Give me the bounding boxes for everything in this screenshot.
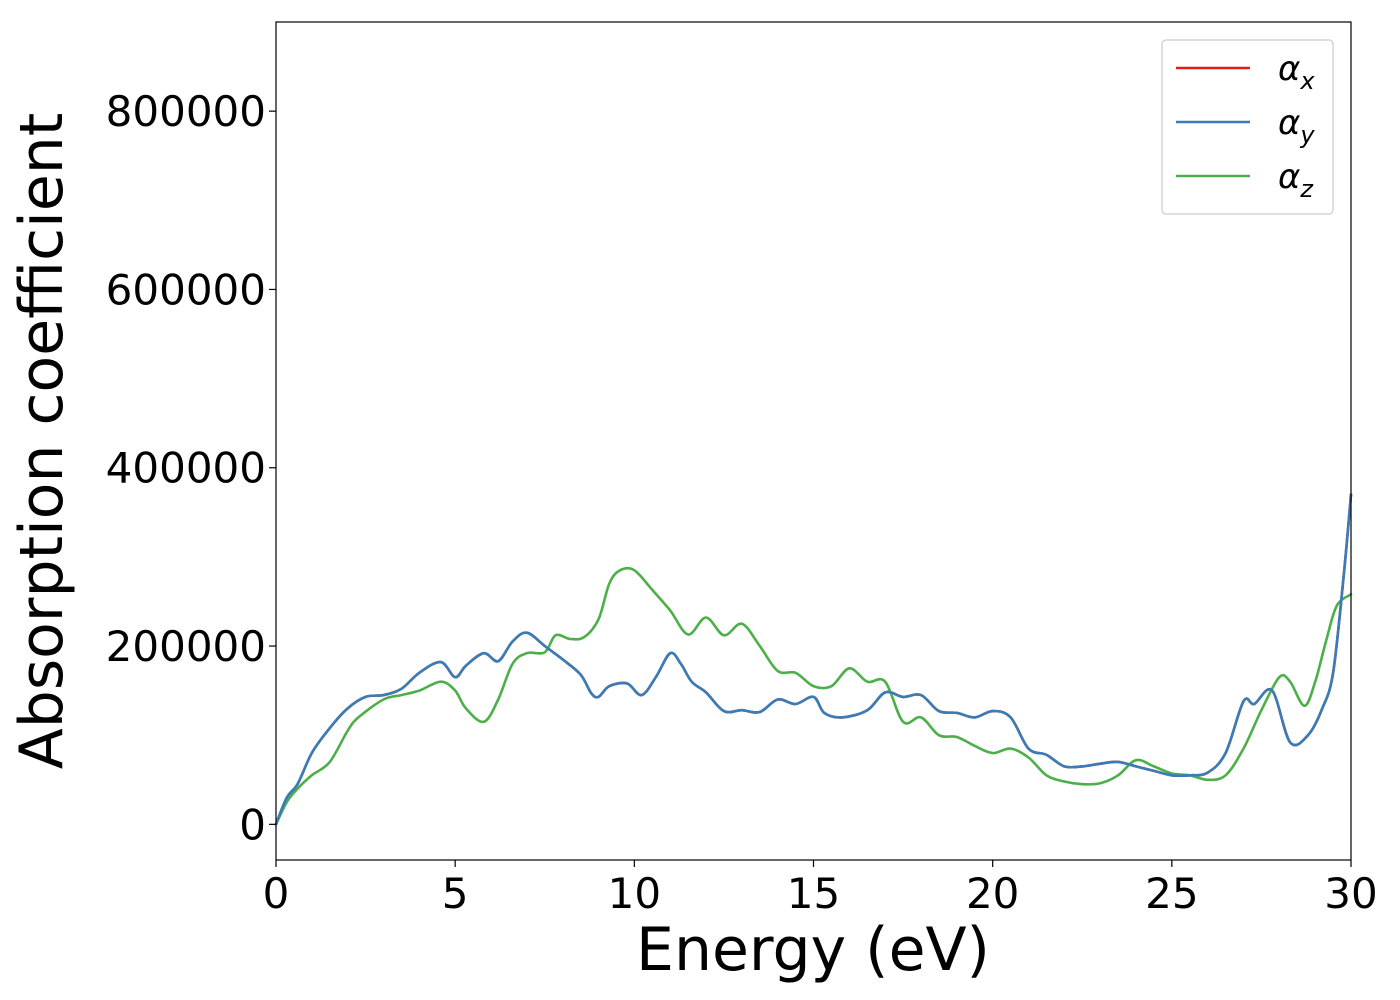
x-axis-label: Energy (eV) — [636, 915, 990, 985]
x-tick-label: 5 — [442, 869, 469, 918]
y-axis: 0 200000 400000 600000 800000 — [106, 87, 276, 849]
y-tick-label: 400000 — [106, 444, 266, 493]
y-tick-label: 0 — [239, 800, 266, 849]
series-layer — [274, 493, 1353, 826]
x-tick-label: 20 — [966, 869, 1019, 918]
legend-label-alpha-y: αy — [1278, 103, 1315, 149]
x-tick-label: 0 — [263, 869, 290, 918]
legend-box — [1161, 39, 1334, 215]
y-axis-label: Absorption coefficient — [7, 113, 77, 770]
x-axis: 0 5 10 15 20 25 30 — [263, 860, 1378, 918]
legend-label-alpha-x: αx — [1278, 49, 1315, 95]
x-tick-label: 15 — [787, 869, 840, 918]
legend: αx αy αz — [1161, 39, 1334, 215]
x-tick-label: 25 — [1145, 869, 1198, 918]
y-tick-label: 800000 — [106, 87, 266, 136]
series-line-alpha-y — [274, 493, 1353, 826]
x-tick-label: 30 — [1324, 869, 1377, 918]
y-tick-label: 600000 — [106, 265, 266, 314]
y-tick-label: 200000 — [106, 622, 266, 671]
legend-label-alpha-z: αz — [1278, 157, 1314, 203]
x-tick-label: 10 — [608, 869, 661, 918]
